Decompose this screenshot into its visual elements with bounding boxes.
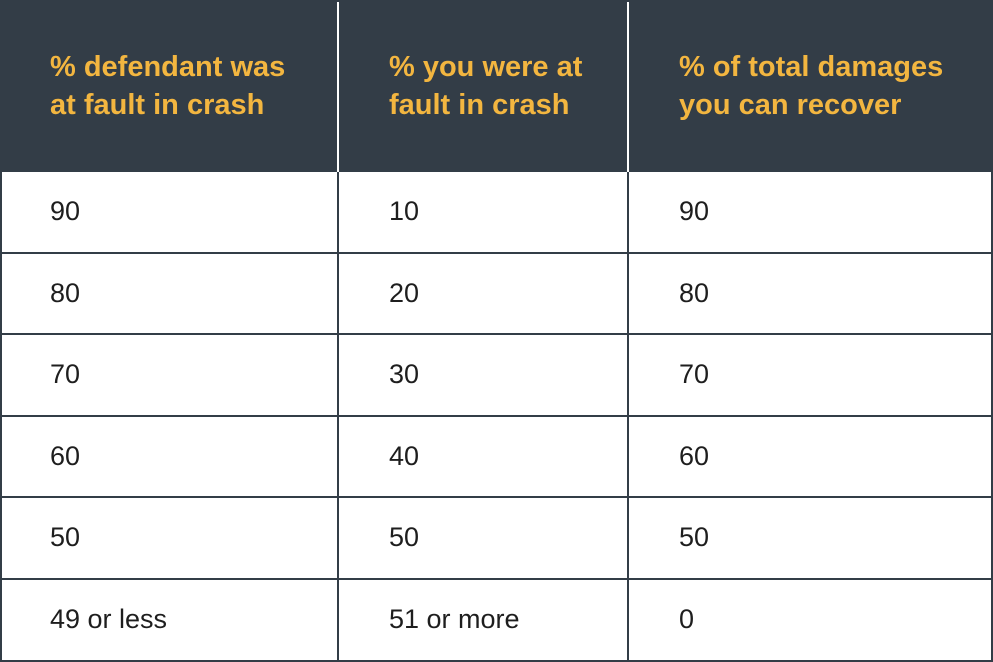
cell-your-fault: 20 [338, 251, 629, 334]
table-row: 49 or less 51 or more 0 [2, 577, 991, 660]
cell-damages-recoverable: 50 [628, 496, 991, 579]
table-body: 90 10 90 80 20 80 70 30 70 60 40 60 50 5 [2, 170, 991, 660]
table-row: 80 20 80 [2, 251, 991, 334]
cell-defendant-fault: 90 [2, 170, 339, 253]
cell-damages-recoverable: 90 [628, 170, 991, 253]
cell-defendant-fault: 80 [2, 251, 339, 334]
cell-your-fault: 50 [338, 496, 629, 579]
cell-damages-recoverable: 70 [628, 333, 991, 416]
cell-your-fault: 30 [338, 333, 629, 416]
cell-defendant-fault: 50 [2, 496, 339, 579]
cell-defendant-fault: 60 [2, 414, 339, 497]
table-row: 60 40 60 [2, 414, 991, 497]
column-header-defendant-fault: % defendant was at fault in crash [2, 2, 339, 171]
table-row: 50 50 50 [2, 496, 991, 579]
cell-your-fault: 10 [338, 170, 629, 253]
cell-defendant-fault: 70 [2, 333, 339, 416]
cell-defendant-fault: 49 or less [2, 577, 339, 660]
cell-damages-recoverable: 80 [628, 251, 991, 334]
cell-damages-recoverable: 0 [628, 577, 991, 660]
cell-your-fault: 40 [338, 414, 629, 497]
table-row: 70 30 70 [2, 333, 991, 416]
column-header-your-fault: % you were at fault in crash [338, 2, 629, 171]
table-row: 90 10 90 [2, 170, 991, 253]
header-row: % defendant was at fault in crash % you … [2, 2, 991, 171]
column-header-damages-recoverable: % of total damages you can recover [628, 2, 991, 171]
table-header: % defendant was at fault in crash % you … [2, 2, 991, 171]
cell-your-fault: 51 or more [338, 577, 629, 660]
cell-damages-recoverable: 60 [628, 414, 991, 497]
